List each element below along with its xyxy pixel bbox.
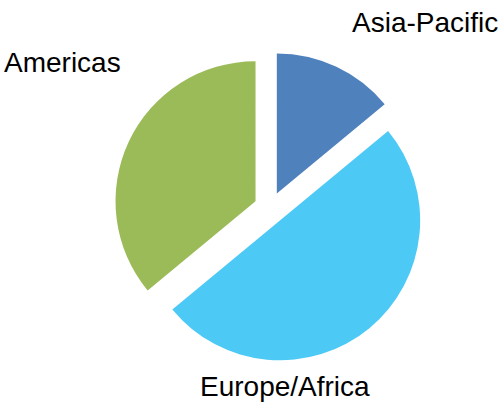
svg-text:Asia-Pacific: Asia-Pacific xyxy=(352,7,492,38)
svg-text:Americas: Americas xyxy=(8,47,121,78)
svg-text:Europe/Africa: Europe/Africa xyxy=(200,371,370,402)
